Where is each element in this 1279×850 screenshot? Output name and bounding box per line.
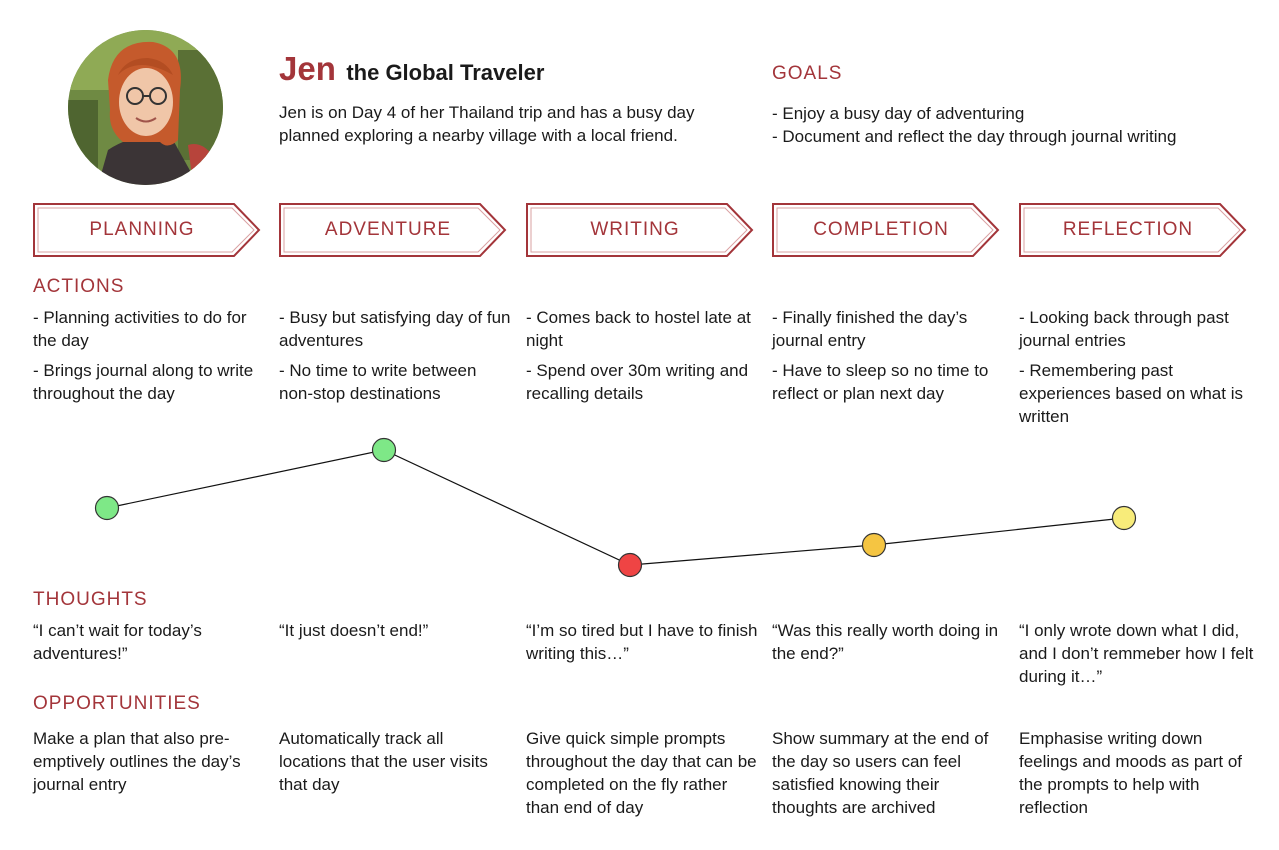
mood-point-completion	[861, 532, 887, 558]
action-item: - Spend over 30m writing and recalling d…	[526, 361, 749, 403]
persona-description-line: Jen is on Day 4 of her Thailand trip and…	[279, 103, 695, 122]
persona-subtitle: the Global Traveler	[346, 60, 545, 85]
mood-point-reflection	[1111, 505, 1137, 531]
action-item: - Have to sleep so no time to reflect or…	[772, 361, 989, 403]
stage-chevron-adventure: ADVENTURE	[279, 203, 507, 257]
actions-column-completion: - Finally finished the day’s journal ent…	[772, 306, 1008, 412]
persona-name: Jen	[279, 50, 336, 87]
persona-description-line: planned exploring a nearby village with …	[279, 126, 678, 145]
action-item: - Looking back through past journal entr…	[1019, 308, 1229, 350]
goal-item: - Enjoy a busy day of adventuring	[772, 104, 1025, 123]
opportunity-planning: Make a plan that also pre-emptively outl…	[33, 729, 241, 794]
goals-list: - Enjoy a busy day of adventuring - Docu…	[772, 102, 1176, 148]
action-item: - Planning activities to do for the day	[33, 308, 247, 350]
thought-adventure: “It just doesn’t end!”	[279, 621, 429, 640]
action-item: - Busy but satisfying day of fun adventu…	[279, 308, 511, 350]
opportunity-writing: Give quick simple prompts throughout the…	[526, 729, 757, 817]
actions-column-adventure: - Busy but satisfying day of fun adventu…	[279, 306, 515, 412]
stage-label: PLANNING	[89, 219, 195, 240]
action-item: - Brings journal along to write througho…	[33, 361, 254, 403]
goals-heading: GOALS	[772, 63, 843, 84]
stage-label: ADVENTURE	[324, 219, 452, 240]
action-item: - No time to write between non-stop dest…	[279, 361, 477, 403]
stage-label: REFLECTION	[1062, 219, 1194, 240]
action-item: - Comes back to hostel late at night	[526, 308, 751, 350]
goal-item: - Document and reflect the day through j…	[772, 127, 1177, 146]
stage-chevron-writing: WRITING	[526, 203, 754, 257]
thought-completion: “Was this really worth doing in the end?…	[772, 621, 999, 663]
stage-label: WRITING	[590, 219, 680, 240]
actions-heading: ACTIONS	[33, 276, 125, 297]
stage-chevron-reflection: REFLECTION	[1019, 203, 1247, 257]
mood-point-adventure	[371, 437, 397, 463]
persona-title: Jen the Global Traveler	[279, 50, 544, 88]
thought-planning: “I can’t wait for today’s adventures!”	[33, 621, 202, 663]
stage-label: COMPLETION	[813, 219, 949, 240]
actions-column-reflection: - Looking back through past journal entr…	[1019, 306, 1255, 435]
opportunity-reflection: Emphasise writing down feelings and mood…	[1019, 729, 1243, 817]
actions-column-planning: - Planning activities to do for the day …	[33, 306, 269, 412]
action-item: - Finally finished the day’s journal ent…	[772, 308, 968, 350]
thought-writing: “I’m so tired but I have to finish writi…	[526, 621, 758, 663]
thought-reflection: “I only wrote down what I did, and I don…	[1019, 621, 1254, 686]
stage-chevron-planning: PLANNING	[33, 203, 261, 257]
thoughts-heading: THOUGHTS	[33, 589, 148, 610]
mood-point-writing	[617, 552, 643, 578]
opportunities-heading: OPPORTUNITIES	[33, 693, 201, 714]
stage-chevron-completion: COMPLETION	[772, 203, 1000, 257]
persona-avatar	[68, 30, 223, 185]
emotion-curve-line	[106, 449, 1125, 566]
opportunity-adventure: Automatically track all locations that t…	[279, 729, 488, 794]
actions-column-writing: - Comes back to hostel late at night - S…	[526, 306, 762, 412]
emotion-curve	[94, 437, 1137, 578]
action-item: - Remembering past experiences based on …	[1019, 361, 1243, 426]
persona-description: Jen is on Day 4 of her Thailand trip and…	[279, 101, 749, 147]
opportunity-completion: Show summary at the end of the day so us…	[772, 729, 989, 817]
mood-point-planning	[94, 495, 120, 521]
